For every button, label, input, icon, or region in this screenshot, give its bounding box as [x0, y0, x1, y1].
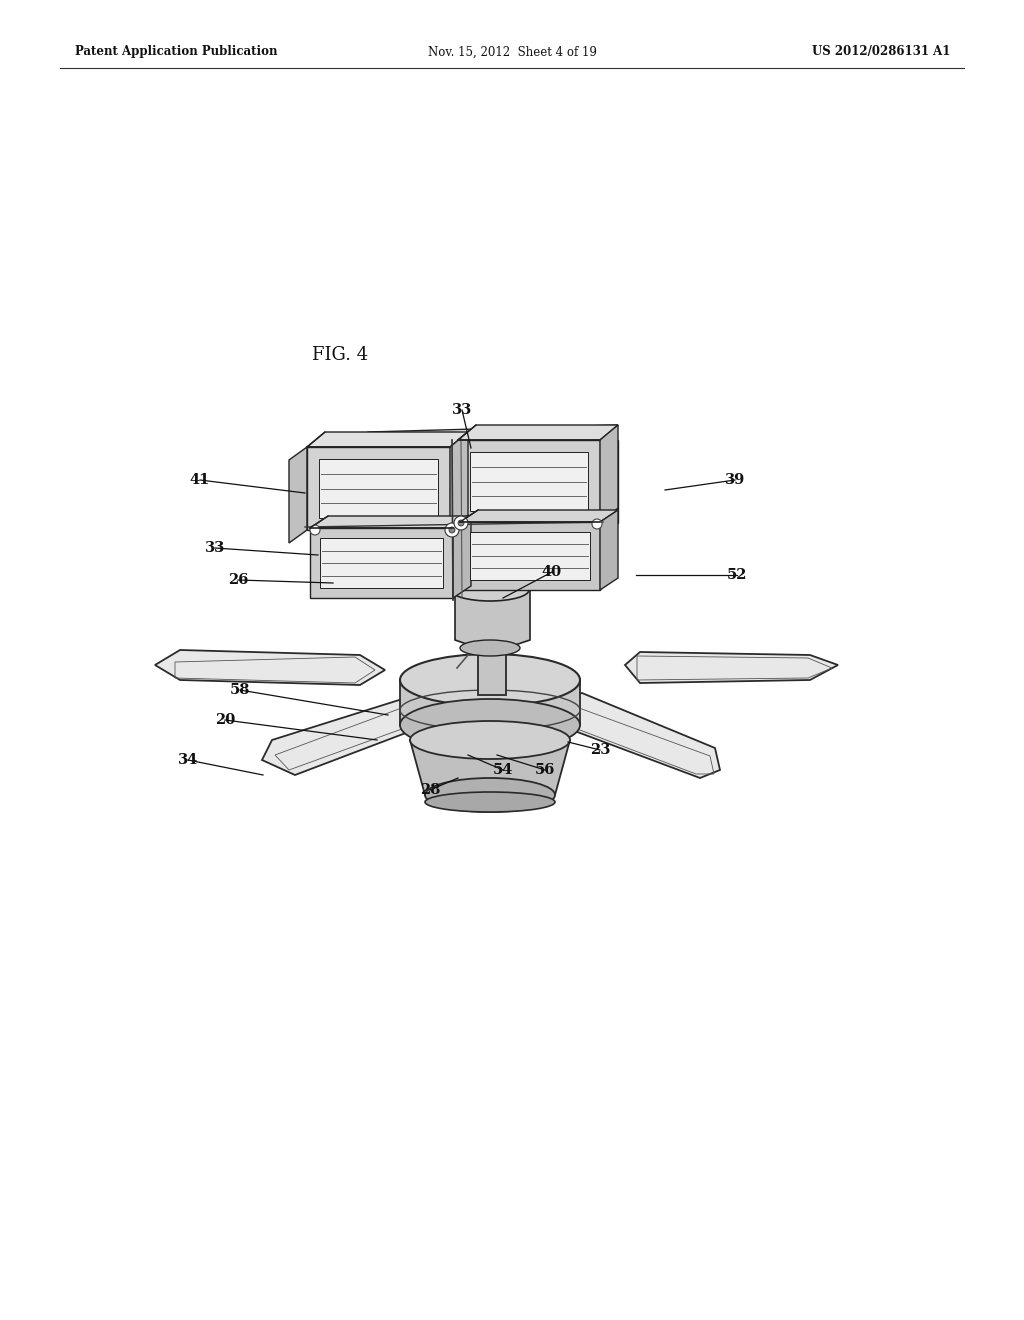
Polygon shape	[470, 451, 588, 511]
Polygon shape	[460, 521, 600, 590]
Polygon shape	[600, 510, 618, 590]
Text: FIG. 4: FIG. 4	[312, 346, 368, 364]
Ellipse shape	[400, 700, 580, 751]
Polygon shape	[455, 590, 530, 648]
Text: 56: 56	[535, 763, 555, 777]
Polygon shape	[600, 425, 618, 523]
Polygon shape	[289, 447, 307, 543]
Polygon shape	[307, 432, 468, 447]
Ellipse shape	[460, 640, 520, 656]
Polygon shape	[478, 590, 506, 696]
Polygon shape	[540, 693, 720, 777]
Polygon shape	[458, 425, 618, 440]
Polygon shape	[625, 652, 838, 682]
Text: 34: 34	[178, 752, 198, 767]
Polygon shape	[484, 624, 500, 642]
Circle shape	[449, 527, 455, 533]
Ellipse shape	[400, 653, 580, 706]
Text: 23: 23	[590, 743, 610, 756]
Text: 52: 52	[727, 568, 748, 582]
Text: 20: 20	[215, 713, 236, 727]
Polygon shape	[155, 649, 385, 685]
Ellipse shape	[478, 585, 506, 595]
Polygon shape	[600, 440, 618, 523]
Text: 28: 28	[420, 783, 440, 797]
Ellipse shape	[451, 579, 529, 601]
Polygon shape	[319, 459, 438, 517]
Text: 54: 54	[493, 763, 513, 777]
Text: 33: 33	[452, 403, 472, 417]
Polygon shape	[319, 539, 443, 587]
Polygon shape	[262, 696, 440, 775]
Ellipse shape	[425, 777, 555, 812]
Polygon shape	[310, 516, 471, 528]
Polygon shape	[460, 510, 618, 521]
Polygon shape	[453, 516, 471, 598]
Polygon shape	[350, 425, 618, 447]
Polygon shape	[470, 532, 590, 579]
Polygon shape	[450, 432, 468, 531]
Text: 40: 40	[542, 565, 562, 579]
Polygon shape	[310, 528, 453, 598]
Polygon shape	[307, 447, 450, 531]
Text: Nov. 15, 2012  Sheet 4 of 19: Nov. 15, 2012 Sheet 4 of 19	[428, 45, 596, 58]
Circle shape	[592, 519, 602, 529]
Text: 39: 39	[725, 473, 745, 487]
Circle shape	[445, 523, 459, 537]
Ellipse shape	[410, 721, 570, 759]
Text: 33: 33	[205, 541, 225, 554]
Polygon shape	[400, 680, 580, 725]
Text: 58: 58	[229, 682, 250, 697]
Circle shape	[458, 520, 464, 525]
Circle shape	[454, 516, 468, 531]
Ellipse shape	[425, 792, 555, 812]
Text: 26: 26	[227, 573, 248, 587]
Polygon shape	[410, 741, 570, 795]
Text: US 2012/0286131 A1: US 2012/0286131 A1	[812, 45, 950, 58]
Polygon shape	[458, 440, 600, 523]
Circle shape	[310, 525, 319, 535]
Text: Patent Application Publication: Patent Application Publication	[75, 45, 278, 58]
Text: 41: 41	[189, 473, 210, 487]
